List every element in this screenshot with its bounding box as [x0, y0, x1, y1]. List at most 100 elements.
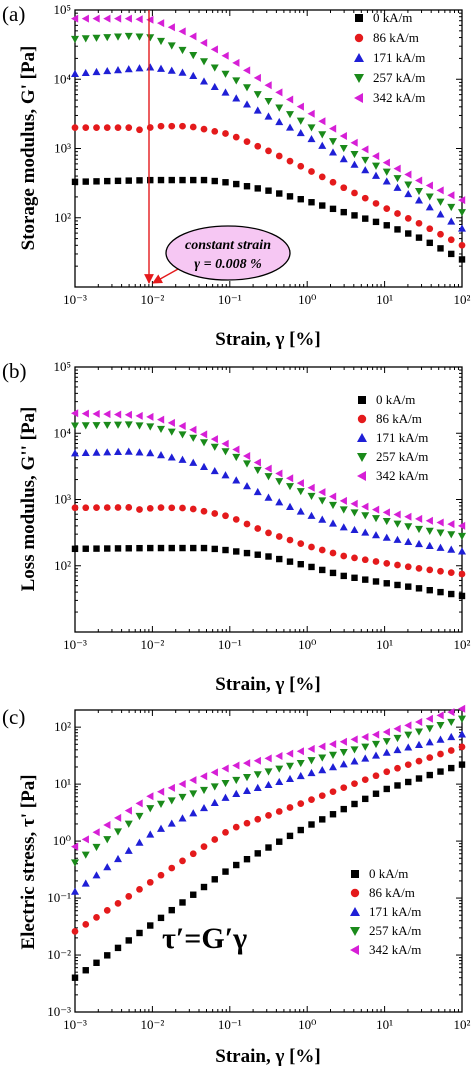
data-point: [404, 170, 412, 179]
data-point: [447, 747, 455, 754]
data-point: [81, 409, 89, 418]
series-257-kA-m: [71, 715, 466, 867]
series-342-kA-m: [71, 704, 466, 851]
data-point: [179, 857, 186, 865]
series-86-kA-m: [71, 743, 466, 935]
data-point: [103, 34, 112, 42]
data-point: [103, 410, 111, 419]
data-point: [168, 864, 176, 872]
data-point: [124, 806, 132, 815]
data-point: [81, 851, 90, 859]
data-point: [436, 722, 445, 730]
data-point: [415, 757, 423, 765]
data-point: [146, 124, 154, 131]
data-point: [114, 828, 122, 836]
data-point: [447, 203, 456, 212]
data-point: [447, 217, 456, 225]
data-point: [340, 552, 348, 560]
data-point: [146, 504, 154, 512]
series-257-kA-m: [71, 421, 466, 541]
data-point: [178, 793, 187, 802]
y-tick-label: 10⁻³: [47, 1004, 71, 1019]
data-point: [362, 215, 369, 222]
data-point: [372, 531, 380, 539]
data-point: [200, 125, 208, 133]
data-point: [243, 855, 251, 863]
data-point: [232, 445, 240, 454]
data-point: [382, 748, 391, 756]
data-point: [147, 176, 154, 184]
series-0-kA-m: [71, 176, 466, 263]
data-point: [210, 82, 219, 91]
panel-label-c: (c): [2, 705, 25, 729]
data-point: [178, 27, 186, 36]
data-point: [307, 757, 316, 765]
data-point: [114, 33, 122, 41]
plot-frame-c: [74, 709, 463, 1013]
axis-ticks-c: 10⁻³ 10⁻² 10⁻¹ 10⁰ 10¹ 10² 10⁻³ 10⁻² 10⁻¹ 10⁰ 10¹ 1…: [47, 709, 471, 1032]
data-point: [458, 743, 466, 751]
data-point: [404, 761, 412, 769]
data-point: [351, 574, 358, 581]
data-point: [339, 154, 348, 163]
data-point: [436, 543, 445, 551]
data-point: [157, 37, 165, 46]
data-point: [103, 504, 111, 511]
data-point: [92, 843, 101, 852]
data-point: [125, 892, 133, 900]
data-point: [319, 566, 326, 574]
x-tick-label: 10⁻³: [63, 637, 87, 652]
data-point: [82, 178, 89, 185]
data-point: [339, 145, 348, 153]
data-point: [351, 800, 358, 808]
data-point: [296, 128, 305, 137]
data-point: [405, 778, 412, 786]
data-point: [286, 774, 294, 783]
series-0-kA-m: [71, 544, 466, 600]
data-point: [318, 117, 326, 126]
data-point: [232, 77, 241, 85]
data-point: [232, 453, 241, 462]
data-point: [232, 94, 241, 102]
legend-marker: [357, 414, 367, 424]
data-point: [447, 732, 456, 741]
data-marks-a: [71, 14, 466, 263]
data-point: [404, 743, 413, 751]
data-point: [415, 525, 423, 534]
data-point: [179, 544, 186, 552]
data-point: [286, 558, 294, 565]
data-point: [361, 502, 369, 511]
data-point: [157, 544, 165, 552]
data-point: [275, 765, 284, 773]
data-point: [82, 921, 90, 928]
series-86-kA-m: [71, 122, 466, 249]
data-point: [200, 772, 208, 781]
data-point: [307, 768, 316, 777]
data-point: [211, 545, 218, 553]
data-point: [232, 516, 240, 523]
data-point: [372, 772, 380, 780]
data-point: [382, 517, 391, 526]
x-tick-label: 10⁻²: [141, 292, 165, 307]
data-point: [264, 97, 273, 106]
data-point: [426, 566, 434, 574]
data-point: [296, 771, 305, 780]
data-point: [243, 482, 251, 490]
y-tick-label: 10¹: [54, 776, 71, 791]
data-point: [415, 187, 423, 196]
data-point: [437, 768, 444, 775]
data-point: [351, 212, 358, 219]
legend-marker: [354, 53, 364, 62]
data-point: [329, 519, 337, 527]
data-point: [393, 724, 401, 733]
data-point: [157, 415, 165, 424]
data-point: [125, 545, 132, 552]
data-point: [146, 830, 155, 838]
data-point: [265, 187, 272, 194]
legend-marker: [351, 870, 359, 878]
data-point: [382, 177, 391, 185]
data-point: [297, 540, 305, 548]
data-point: [71, 124, 79, 132]
data-point: [264, 754, 272, 763]
data-point: [458, 570, 466, 578]
